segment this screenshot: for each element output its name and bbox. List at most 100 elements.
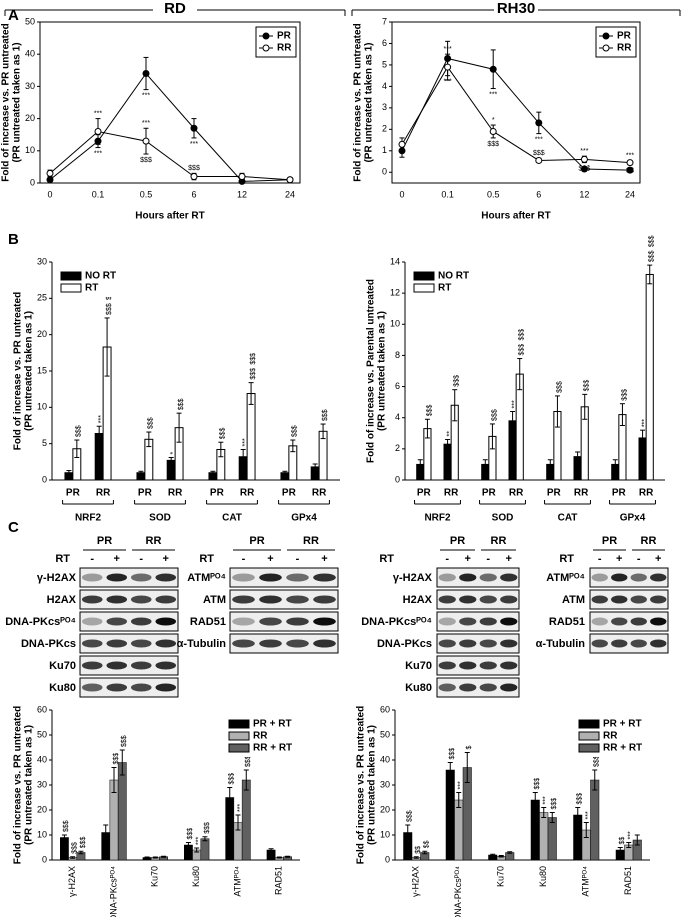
y-tick-label: 40 <box>380 754 390 764</box>
legend-swatch <box>578 743 600 753</box>
legend-label: NO RT <box>85 271 116 282</box>
legend-swatch <box>578 719 600 729</box>
y-axis-label: (PR untreated taken as 1) <box>367 725 378 845</box>
blot-band <box>500 617 518 626</box>
y-tick-label: 0 <box>385 854 390 864</box>
x-tick-label: RR <box>509 488 524 499</box>
legend-marker <box>262 44 270 52</box>
blot-band <box>81 683 103 692</box>
blot-band <box>611 595 628 604</box>
annotation: $$$ <box>80 836 87 848</box>
blot-band <box>479 683 497 692</box>
annotation: *** <box>458 781 465 789</box>
annotation: $$ <box>619 837 626 845</box>
annotation: $$$ <box>487 141 499 148</box>
y-tick-label: 10 <box>390 319 400 329</box>
blot-band <box>155 639 177 648</box>
blot-band <box>232 573 255 582</box>
annotation: $ <box>466 746 473 750</box>
annotation: *** <box>196 837 203 845</box>
blot-band <box>459 639 477 648</box>
x-tick-label: DNA-PKcsᴾᴼ⁴ <box>108 866 118 917</box>
y-tick-label: 4 <box>382 81 387 91</box>
blot-group: RR <box>641 535 657 547</box>
x-tick-label: γ-H2AX <box>67 866 77 897</box>
group-label: GPx4 <box>291 513 317 524</box>
legend-swatch <box>413 271 435 281</box>
legend-label: PR <box>617 31 632 42</box>
section-title: RH30 <box>497 0 535 17</box>
legend-label: PR <box>277 31 292 42</box>
x-tick-label: γ-H2AX <box>411 866 421 897</box>
data-point <box>46 169 54 177</box>
blot-treatment: - <box>90 553 94 565</box>
plot-frame <box>391 21 641 184</box>
blot-band <box>479 617 497 626</box>
blot-band <box>611 573 628 582</box>
blot-treatment: + <box>616 553 622 565</box>
bar <box>445 769 455 861</box>
group-label: GPx4 <box>620 513 646 524</box>
blot-band <box>500 639 518 648</box>
x-axis-label: Hours after RT <box>135 211 204 222</box>
legend-label: RR <box>277 43 292 54</box>
blot-band <box>286 617 309 626</box>
blot-protein: ATM <box>203 594 226 606</box>
legend-swatch <box>228 719 250 729</box>
blot-band <box>81 639 103 648</box>
blot-band <box>591 595 608 604</box>
blot-band <box>650 573 667 582</box>
y-tick-label: 0 <box>42 474 47 484</box>
blot-group: RR <box>146 535 162 547</box>
annotation: *** <box>489 91 497 98</box>
annotation: $$$ <box>579 165 591 172</box>
blot-band <box>650 639 667 648</box>
blot-band <box>286 595 309 604</box>
x-tick-label: RR <box>444 488 459 499</box>
blot-band <box>313 639 336 648</box>
blot-treatment-label: RT <box>55 553 70 565</box>
x-axis-label: Hours after RT <box>481 211 550 222</box>
panel-letter: C <box>8 519 19 536</box>
blot-band <box>650 617 667 626</box>
y-axis-label: Fold of increase vs. PR untreated <box>353 23 364 181</box>
x-tick-label: ATMᴾᴼ⁴ <box>581 866 591 897</box>
blot-treatment-label: RT <box>559 553 574 565</box>
annotation: $$$ <box>426 404 433 416</box>
x-tick-label: PR <box>547 488 562 499</box>
blot-band <box>459 573 477 582</box>
blot-treatment: - <box>486 553 490 565</box>
blot-band <box>232 595 255 604</box>
annotation: *** <box>190 141 198 148</box>
blot-band <box>232 617 255 626</box>
annotation: $$$ <box>551 798 558 810</box>
blot-group: PR <box>97 535 112 547</box>
blot-band <box>106 683 128 692</box>
group-label: SOD <box>492 513 514 524</box>
y-tick-label: 0 <box>42 854 47 864</box>
legend-swatch <box>578 731 600 741</box>
blot-protein: DNA-PKcs <box>21 638 76 650</box>
x-tick-label: 0 <box>399 189 404 199</box>
y-tick-label: 6 <box>382 38 387 48</box>
data-point <box>444 63 452 71</box>
y-tick-label: 50 <box>380 729 390 739</box>
blot-strip <box>436 567 520 588</box>
y-tick-label: 60 <box>37 704 47 714</box>
legend-marker <box>262 32 270 40</box>
data-point <box>398 140 406 148</box>
blot-treatment: + <box>465 553 471 565</box>
legend-swatch <box>413 283 435 293</box>
data-point <box>489 65 497 73</box>
annotation: $$ <box>424 840 431 848</box>
blot-band <box>591 639 608 648</box>
blot-strip <box>436 633 520 654</box>
bar <box>590 779 600 861</box>
blot-protein: DNA-PKcs <box>377 638 432 650</box>
x-tick-label: RR <box>168 488 183 499</box>
x-tick-label: RAD51 <box>623 866 633 895</box>
blot-strip <box>589 589 669 610</box>
blot-strip <box>589 567 669 588</box>
y-tick-label: 10 <box>380 829 390 839</box>
data-point <box>580 155 588 163</box>
